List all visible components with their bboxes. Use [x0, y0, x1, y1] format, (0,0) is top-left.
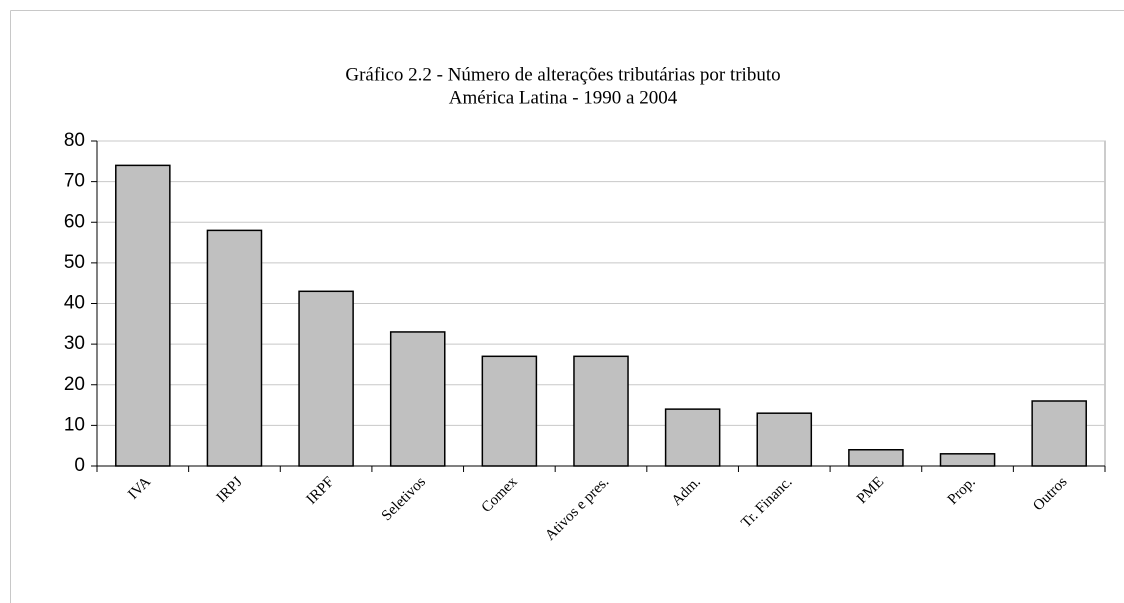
x-tick-label: Tr. Financ. — [738, 474, 795, 531]
y-tick-label: 50 — [64, 252, 85, 273]
x-tick-label: Outros — [1030, 474, 1070, 514]
y-tick-label: 30 — [64, 333, 85, 354]
bar — [115, 164, 171, 467]
bar — [939, 453, 996, 467]
x-tick-label: PME — [854, 474, 887, 507]
chart-title: Gráfico 2.2 - Número de alterações tribu… — [345, 64, 780, 85]
bar — [481, 355, 538, 467]
y-tick-label: 0 — [74, 455, 85, 476]
x-tick-label: Prop. — [945, 474, 979, 508]
x-tick-label: Seletivos — [379, 474, 429, 524]
bar — [1031, 400, 1087, 467]
x-tick-label: Comex — [479, 474, 521, 516]
bar — [389, 331, 446, 467]
chart-subtitle: América Latina - 1990 a 2004 — [449, 87, 678, 108]
x-tick-label: IRPF — [304, 474, 338, 508]
y-tick-label: 70 — [64, 171, 85, 192]
bar — [298, 290, 354, 467]
bar — [664, 408, 721, 467]
x-tick-label: IRPJ — [214, 474, 246, 506]
x-tick-label: IVA — [125, 474, 154, 503]
y-tick-label: 60 — [64, 211, 85, 232]
y-tick-label: 80 — [64, 130, 85, 151]
x-tick-label: Adm. — [669, 474, 704, 509]
bar — [848, 449, 904, 467]
y-tick-label: 20 — [64, 374, 85, 395]
bar — [206, 229, 263, 467]
y-tick-label: 40 — [64, 293, 85, 314]
x-tick-label: Ativos e pres. — [542, 474, 612, 544]
bar — [756, 412, 813, 467]
bar — [573, 355, 629, 467]
y-tick-label: 10 — [64, 414, 85, 435]
